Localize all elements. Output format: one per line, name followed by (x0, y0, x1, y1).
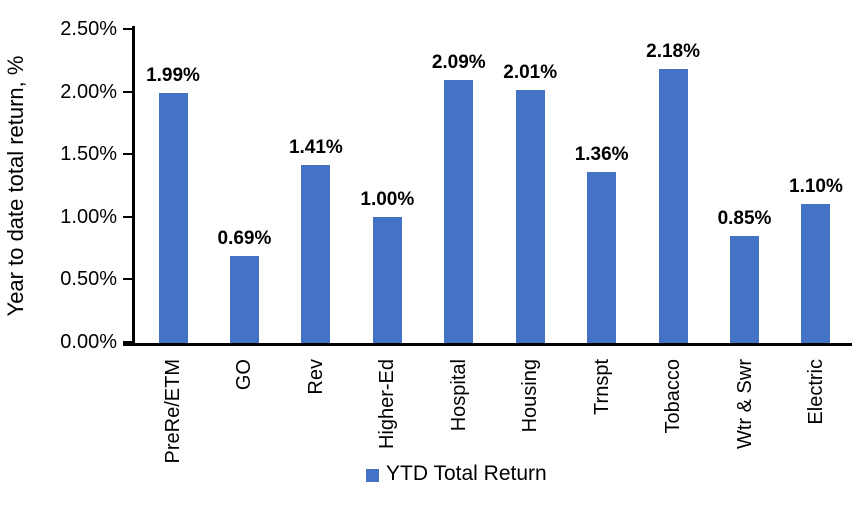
y-tick-mark (123, 90, 132, 93)
x-axis-line (123, 343, 852, 346)
bar (229, 255, 259, 343)
x-category-label: Hospital (447, 359, 470, 432)
x-category-label: Housing (519, 359, 542, 433)
bar (444, 80, 474, 343)
bar (372, 216, 402, 343)
bar (301, 165, 331, 343)
bar-value-label: 2.01% (503, 62, 558, 84)
y-axis-title: Year to date total return, % (3, 55, 28, 317)
bar (658, 69, 688, 343)
y-tick-mark (123, 341, 132, 343)
x-category-label: PreRe/ETM (162, 359, 184, 464)
x-category-label: Electric (804, 359, 827, 425)
bar-value-label: 2.18% (646, 41, 701, 63)
x-category-label: Tobacco (662, 359, 685, 434)
x-category-label: Wtr & Swr (733, 359, 756, 449)
legend-swatch-icon (366, 468, 379, 482)
y-tick-label: 1.50% (60, 143, 117, 166)
bar (587, 171, 617, 343)
y-tick-label: 2.50% (60, 18, 117, 40)
x-category-label: GO (233, 359, 256, 391)
bar-value-label: 2.09% (431, 52, 486, 74)
bar-value-label: 1.99% (146, 64, 200, 86)
y-tick-mark (123, 28, 132, 30)
y-tick-mark (123, 215, 132, 218)
bar-value-label: 0.85% (717, 207, 772, 229)
y-tick-label: 0.50% (60, 268, 117, 291)
bar (158, 92, 188, 343)
x-category-label: Higher-Ed (376, 359, 399, 450)
y-tick-label: 1.00% (60, 205, 117, 228)
bar-value-label: 1.36% (574, 143, 629, 165)
x-category-label: Rev (304, 359, 327, 395)
bar-value-label: 1.41% (288, 137, 343, 159)
y-tick-mark (123, 153, 132, 156)
bar-value-label: 1.10% (789, 176, 843, 198)
y-tick-mark (123, 278, 132, 281)
legend-label: YTD Total Return (386, 462, 547, 485)
bar (515, 90, 545, 343)
y-tick-label: 0.00% (60, 331, 117, 353)
bar (801, 204, 831, 343)
y-tick-label: 2.00% (60, 80, 117, 103)
bar-value-label: 0.69% (217, 227, 272, 249)
bar-value-label: 1.00% (360, 188, 415, 210)
bar (730, 235, 760, 343)
x-category-label: Trnspt (590, 359, 613, 415)
y-axis-line (132, 26, 135, 346)
legend: YTD Total Return (366, 462, 547, 486)
